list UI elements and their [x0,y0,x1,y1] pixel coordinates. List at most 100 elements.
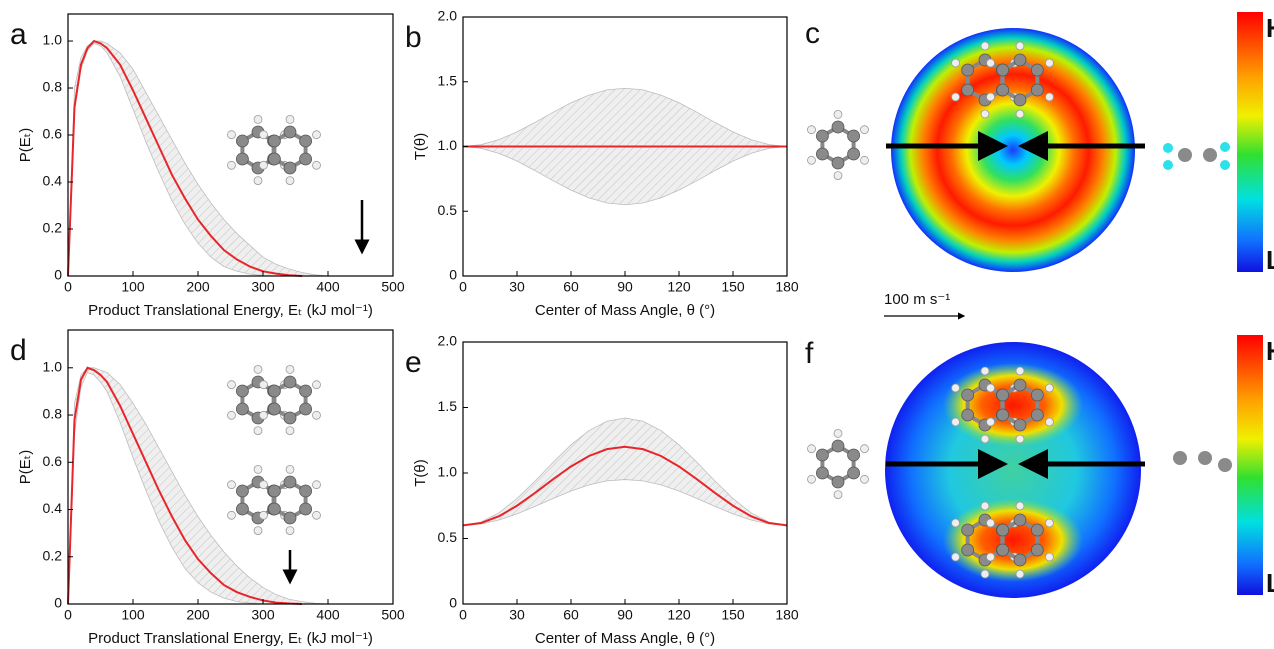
x-tick-label: 30 [509,279,525,295]
molecule-atom [831,120,845,134]
molecule-atom [1030,63,1044,77]
x-tick-label: 120 [667,279,691,295]
molecule-atom [831,156,845,170]
x-tick-label: 30 [509,607,525,623]
x-tick-label: 0 [459,279,467,295]
molecule-hydrogen [980,501,990,511]
molecule-hydrogen [227,160,236,170]
molecule-atom [996,388,1010,402]
molecule-hydrogen [1015,109,1025,119]
color-bar-high-label: H [1266,13,1274,43]
molecule-hydrogen [285,176,295,186]
x-tick-label: 400 [316,607,340,623]
molecule-atom [236,502,249,516]
y-axis-label: T(θ) [412,459,429,487]
molecule-atom [1030,523,1044,537]
molecule-atom [961,543,975,557]
molecule-hydrogen [986,92,995,102]
molecule-hydrogen [259,380,268,390]
x-tick-label: 150 [721,607,745,623]
molecule-hydrogen [253,115,263,124]
molecule-hydrogen [807,444,816,454]
molecule-atom [283,475,297,489]
molecule-hydrogen [860,444,869,454]
molecule-hydrogen [860,474,869,484]
molecule-hydrogen [1045,92,1054,102]
y-tick-label: 0.2 [43,220,63,236]
molecule-atom [1178,148,1192,162]
flux-contour [891,28,1135,272]
molecule-atom [847,466,860,480]
molecule-atom [236,152,249,166]
molecule-hydrogen [951,518,960,528]
y-tick-label: 0 [54,595,62,611]
molecule-atom [268,384,281,398]
molecule-hydrogen [253,426,263,436]
molecule-atom [268,152,281,166]
molecule-atom [1030,408,1044,422]
x-tick-label: 0 [64,279,72,295]
y-tick-label: 1.0 [43,358,63,374]
x-tick-label: 200 [186,607,210,623]
y-tick-label: 1.5 [438,398,458,414]
molecule-atom [1013,553,1027,567]
molecule-atom [299,384,312,398]
molecule-atom [268,134,281,148]
molecule-atom [847,129,860,143]
molecule-atom [283,125,297,139]
molecule-hydrogen [1015,569,1025,579]
molecule-hydrogen [259,410,268,420]
molecule-hydrogen [259,480,268,490]
molecule-hydrogen [860,155,869,165]
molecule-atom [816,466,829,480]
panel-label: e [405,346,422,379]
molecule-atom [1198,451,1212,465]
molecule-hydrogen [1015,434,1025,444]
molecule-hydrogen [1015,501,1025,511]
molecule-hydrogen [986,58,995,68]
x-axis-label: Product Translational Energy, Eₜ (kJ mol… [88,302,373,319]
molecule-fluorine [1163,160,1173,170]
plot-frame [67,329,394,605]
panel-label: f [805,337,814,370]
y-tick-label: 1.5 [438,72,458,88]
molecule-hydrogen [312,410,321,420]
molecule-atom [283,411,297,425]
y-axis-label: P(Eₜ) [17,450,34,484]
molecule-atom [1030,83,1044,97]
molecule-hydrogen [227,380,236,390]
molecule-atom [1013,418,1027,432]
uncertainty-band [67,40,329,277]
molecule-atom [831,475,845,489]
y-tick-label: 0 [449,595,457,611]
molecule-atom [283,375,297,389]
molecule-hydrogen [980,366,990,376]
molecule-hydrogen [980,109,990,119]
molecule-atom [996,83,1010,97]
molecule-atom [816,147,829,161]
molecule-hydrogen [1045,552,1054,562]
x-tick-label: 90 [617,607,633,623]
x-tick-label: 90 [617,279,633,295]
molecule-hydrogen [312,160,321,170]
molecule-atom [847,147,860,161]
molecule-hydrogen [285,426,295,436]
molecule-hydrogen [285,364,295,374]
data-line [67,366,303,605]
molecule-atom [831,439,845,453]
molecule-hydrogen [253,176,263,186]
molecule-atom [1218,458,1232,472]
molecule-atom [816,448,829,462]
y-tick-label: 0.5 [438,529,458,545]
molecule-atom [236,134,249,148]
molecule-hydrogen [227,510,236,520]
molecule-atom [283,161,297,175]
y-tick-label: 2.0 [438,8,458,24]
molecule-hydrogen [807,155,816,165]
y-tick-label: 0.8 [43,406,63,422]
molecule-atom [961,523,975,537]
flux-contour [943,363,1083,447]
y-axis-label: T(θ) [412,133,429,161]
y-tick-label: 1.0 [438,137,458,153]
